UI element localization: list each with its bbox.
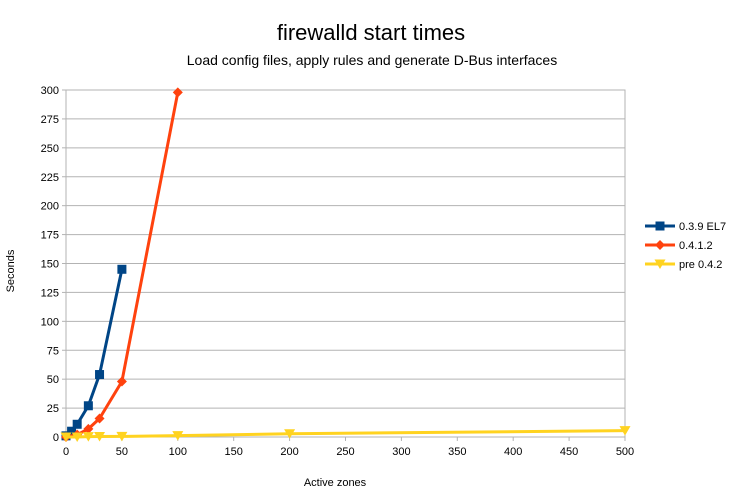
y-tick-label: 175 <box>41 230 59 242</box>
y-axis-ticks: 0 25 50 75 100 125 150 175 200 225 250 275 300 <box>41 85 66 444</box>
y-tick-label: 25 <box>47 403 59 415</box>
data-point <box>94 413 105 424</box>
data-point <box>116 431 128 442</box>
y-tick-label: 300 <box>41 85 59 97</box>
y-tick-label: 250 <box>41 143 59 155</box>
y-tick-label: 275 <box>41 114 59 126</box>
legend-label: pre 0.4.2 <box>679 259 722 271</box>
x-tick-label: 450 <box>560 446 578 458</box>
x-tick-label: 0 <box>63 446 69 458</box>
legend-item: 0.3.9 EL7 <box>645 221 726 233</box>
gridlines <box>66 89 625 438</box>
x-tick-label: 50 <box>116 446 128 458</box>
x-tick-label: 400 <box>504 446 522 458</box>
y-tick-label: 150 <box>41 259 59 271</box>
y-tick-label: 50 <box>47 374 59 386</box>
chart-title: firewalld start times <box>277 20 465 45</box>
series-2 <box>61 87 183 442</box>
x-tick-label: 100 <box>169 446 187 458</box>
legend-swatch-marker <box>654 259 666 269</box>
x-tick-label: 300 <box>392 446 410 458</box>
y-tick-label: 75 <box>47 345 59 357</box>
x-tick-label: 150 <box>225 446 243 458</box>
y-tick-label: 0 <box>53 432 59 444</box>
series-layer <box>60 87 631 442</box>
x-tick-label: 500 <box>616 446 634 458</box>
data-point <box>172 87 183 98</box>
data-point <box>83 401 93 411</box>
data-point <box>284 429 296 439</box>
data-point <box>83 423 94 434</box>
legend-swatch-marker <box>655 221 665 231</box>
data-point <box>94 432 106 442</box>
x-axis-ticks: 0 50 100 150 200 250 300 350 400 450 500 <box>63 437 634 458</box>
legend: 0.3.9 EL7 0.4.1.2 pre 0.4.2 <box>645 221 726 271</box>
y-tick-label: 225 <box>41 172 59 184</box>
legend-swatch-marker <box>655 240 665 250</box>
data-point <box>95 370 105 380</box>
data-point <box>72 419 82 429</box>
y-tick-label: 125 <box>41 287 59 299</box>
y-tick-label: 200 <box>41 201 59 213</box>
series-1 <box>61 264 127 441</box>
series-line <box>66 429 626 439</box>
data-point <box>67 426 77 436</box>
x-tick-label: 250 <box>336 446 354 458</box>
data-point <box>117 264 127 274</box>
data-point <box>619 426 631 436</box>
y-tick-label: 100 <box>41 316 59 328</box>
data-point <box>71 432 83 442</box>
legend-item: pre 0.4.2 <box>645 259 722 271</box>
data-point <box>116 376 127 387</box>
data-point <box>82 432 94 442</box>
x-tick-label: 350 <box>448 446 466 458</box>
legend-item: 0.4.1.2 <box>645 240 713 252</box>
x-axis-title: Active zones <box>304 477 367 489</box>
legend-label: 0.3.9 EL7 <box>679 221 726 233</box>
legend-label: 0.4.1.2 <box>679 240 713 252</box>
x-tick-label: 200 <box>280 446 298 458</box>
series-line <box>65 268 124 437</box>
data-point <box>60 432 72 442</box>
data-point <box>172 431 184 441</box>
series-3 <box>60 426 631 442</box>
chart-subtitle: Load config files, apply rules and gener… <box>187 52 557 68</box>
y-axis-title: Seconds <box>5 249 17 292</box>
